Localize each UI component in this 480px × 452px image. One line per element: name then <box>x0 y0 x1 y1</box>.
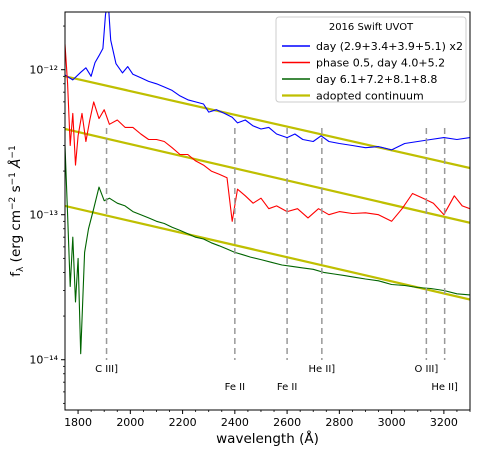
x-tick-label-7: 3000 <box>378 416 406 429</box>
spectrum-series-2 <box>65 44 470 222</box>
x-tick-label-3: 2200 <box>169 416 197 429</box>
x-axis-label: wavelength (Å) <box>216 430 319 447</box>
legend-label-2: phase 0.5, day 4.0+5.2 <box>316 57 445 70</box>
legend-label-3: day 6.1+7.2+8.1+8.8 <box>316 73 437 86</box>
legend-label-1: day (2.9+3.4+3.9+5.1) x2 <box>316 40 463 53</box>
line-marker-label-5: O III] <box>414 364 438 375</box>
x-tick-label-5: 2600 <box>273 416 301 429</box>
line-marker-label-1: C III] <box>95 364 118 375</box>
plot-area <box>65 12 470 355</box>
legend-label-4: adopted continuum <box>316 90 424 103</box>
x-tick-label-8: 3200 <box>430 416 458 429</box>
legend-box <box>275 16 467 103</box>
axes: 1800 2000 2200 2400 2600 2800 3000 3200 10⁻¹⁴ 10⁻… <box>29 11 471 429</box>
spectrum-series-3 <box>65 145 470 355</box>
continuum-line-3 <box>65 204 470 301</box>
emission-line-markers: C III] Fe II Fe II He II] O III] He II] <box>95 128 458 393</box>
x-tick-label-2: 2000 <box>116 416 144 429</box>
axes-frame <box>64 11 471 411</box>
y-axis-label: fλ (erg cm−2 s−1 Å−1 <box>7 145 26 276</box>
x-tick-label-6: 2800 <box>325 416 353 429</box>
line-marker-label-3: Fe II <box>277 382 297 393</box>
legend-title: 2016 Swift UVOT <box>329 22 414 33</box>
y-tick-label-3: 10⁻¹² <box>29 64 58 77</box>
spectrum-series-1 <box>65 12 470 151</box>
line-marker-label-2: Fe II <box>225 382 245 393</box>
continuum-line-1 <box>65 75 470 170</box>
y-tick-label-1: 10⁻¹⁴ <box>29 354 58 367</box>
legend: 2016 Swift UVOT day (2.9+3.4+3.9+5.1) x2… <box>275 16 467 103</box>
line-marker-label-6: He II] <box>431 382 458 393</box>
y-tick-label-2: 10⁻¹³ <box>29 209 58 222</box>
x-tick-label-1: 1800 <box>64 416 92 429</box>
line-marker-label-4: He II] <box>309 364 336 375</box>
x-tick-label-4: 2400 <box>221 416 249 429</box>
